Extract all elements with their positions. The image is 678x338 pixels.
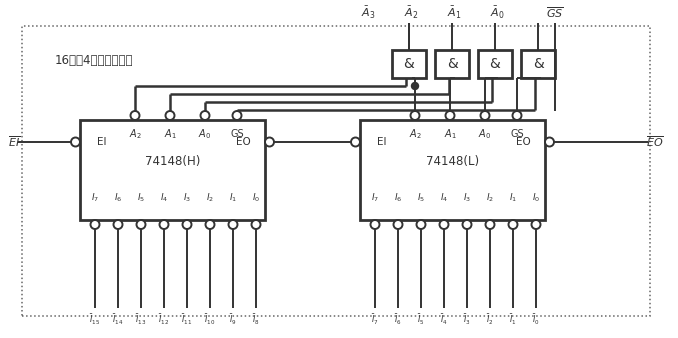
Text: $\bar{I}_0$: $\bar{I}_0$ [532,313,540,327]
Text: $I_2$: $I_2$ [206,192,214,204]
Text: $\bar{A}_2$: $\bar{A}_2$ [404,5,418,21]
Text: $A_2$: $A_2$ [409,127,421,141]
Text: EI: EI [377,137,386,147]
Text: GS: GS [231,129,244,139]
Text: &: & [490,57,500,71]
Circle shape [513,111,521,120]
Circle shape [370,220,380,229]
Circle shape [485,220,494,229]
Circle shape [228,220,237,229]
Text: $\bar{I}_1$: $\bar{I}_1$ [509,313,517,327]
Text: $\bar{I}_2$: $\bar{I}_2$ [486,313,494,327]
Text: 74148(L): 74148(L) [426,155,479,169]
Bar [435,50,469,78]
Circle shape [393,220,403,229]
Circle shape [136,220,146,229]
Text: $I_3$: $I_3$ [183,192,191,204]
Text: $I_0$: $I_0$ [252,192,260,204]
Text: $\bar{A}_0$: $\bar{A}_0$ [490,5,504,21]
Text: $\bar{I}_{12}$: $\bar{I}_{12}$ [159,313,170,327]
Text: $I_4$: $I_4$ [440,192,448,204]
Text: $\overline{GS}$: $\overline{GS}$ [546,6,564,20]
Text: $A_0$: $A_0$ [199,127,212,141]
Circle shape [351,138,360,146]
Bar [80,120,265,220]
Circle shape [182,220,191,229]
Text: $A_0$: $A_0$ [479,127,492,141]
Circle shape [462,220,471,229]
Text: $I_5$: $I_5$ [417,192,425,204]
Bar [392,50,426,78]
Text: $\bar{A}_3$: $\bar{A}_3$ [361,5,376,21]
Text: &: & [447,57,458,71]
Text: $I_6$: $I_6$ [114,192,122,204]
Text: $I_6$: $I_6$ [394,192,402,204]
Circle shape [410,111,420,120]
Text: $I_4$: $I_4$ [160,192,168,204]
Text: EO: EO [516,137,530,147]
Text: $I_7$: $I_7$ [91,192,99,204]
Text: $I_1$: $I_1$ [229,192,237,204]
Text: $\bar{I}_3$: $\bar{I}_3$ [463,313,471,327]
Text: $\bar{I}_6$: $\bar{I}_6$ [394,313,402,327]
Circle shape [233,111,241,120]
Text: EI: EI [97,137,106,147]
Text: $\bar{I}_{11}$: $\bar{I}_{11}$ [182,313,193,327]
Text: $\bar{I}_{10}$: $\bar{I}_{10}$ [204,313,216,327]
Circle shape [130,111,140,120]
Text: $I_5$: $I_5$ [137,192,145,204]
Circle shape [412,82,418,90]
Circle shape [265,138,274,146]
Circle shape [416,220,426,229]
Circle shape [113,220,123,229]
Circle shape [165,111,174,120]
Circle shape [481,111,490,120]
Text: $I_7$: $I_7$ [371,192,379,204]
Text: $\bar{I}_4$: $\bar{I}_4$ [440,313,448,327]
Text: $\overline{EI}$: $\overline{EI}$ [8,135,20,149]
Text: 16线－4线优先编码器: 16线－4线优先编码器 [55,53,134,67]
Bar [360,120,545,220]
Circle shape [252,220,260,229]
Text: $I_1$: $I_1$ [509,192,517,204]
Text: 74148(H): 74148(H) [145,155,200,169]
Text: $\bar{I}_{15}$: $\bar{I}_{15}$ [89,313,100,327]
Text: $\bar{I}_5$: $\bar{I}_5$ [417,313,424,327]
Text: $\bar{A}_1$: $\bar{A}_1$ [447,5,461,21]
Circle shape [439,220,449,229]
Bar [521,50,555,78]
Text: GS: GS [510,129,524,139]
Circle shape [508,220,517,229]
Text: $A_1$: $A_1$ [443,127,456,141]
Circle shape [71,138,80,146]
Text: EO: EO [236,137,250,147]
Text: $A_2$: $A_2$ [129,127,142,141]
Text: $\bar{I}_7$: $\bar{I}_7$ [372,313,379,327]
Text: $I_2$: $I_2$ [486,192,494,204]
Circle shape [159,220,169,229]
Text: $\bar{I}_8$: $\bar{I}_8$ [252,313,260,327]
Text: $I_0$: $I_0$ [532,192,540,204]
Circle shape [532,220,540,229]
Bar [22,26,650,316]
Text: $I_3$: $I_3$ [463,192,471,204]
Bar [478,50,512,78]
Text: $\bar{I}_{13}$: $\bar{I}_{13}$ [136,313,146,327]
Circle shape [445,111,454,120]
Text: $\bar{I}_9$: $\bar{I}_9$ [229,313,237,327]
Text: $A_1$: $A_1$ [163,127,176,141]
Text: $\bar{I}_{14}$: $\bar{I}_{14}$ [113,313,123,327]
Text: &: & [533,57,543,71]
Text: &: & [403,57,414,71]
Circle shape [201,111,210,120]
Circle shape [205,220,214,229]
Text: $\overline{EO}$: $\overline{EO}$ [646,135,664,149]
Circle shape [545,138,554,146]
Circle shape [90,220,100,229]
